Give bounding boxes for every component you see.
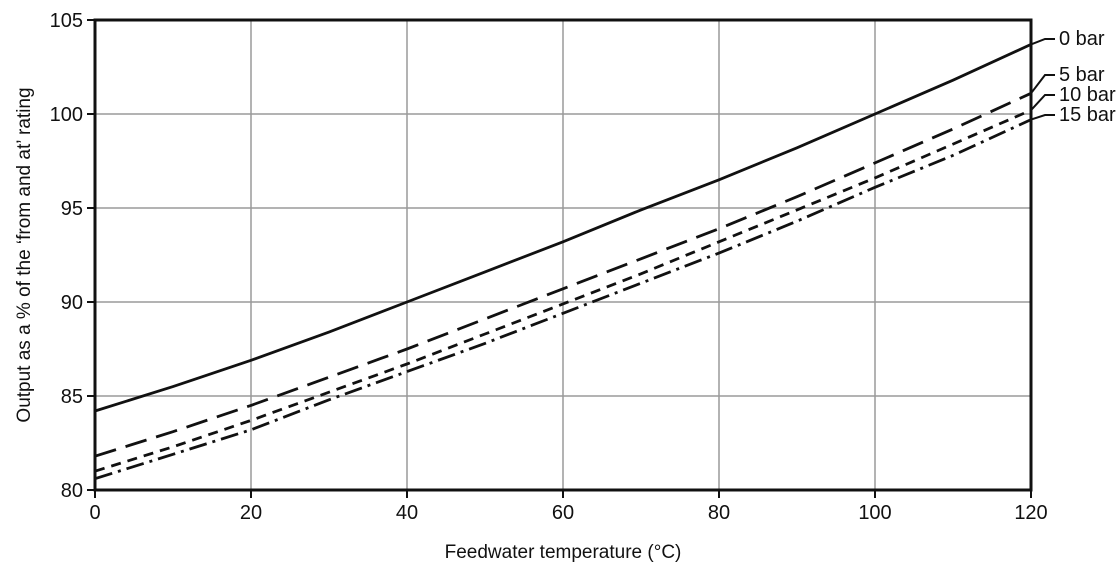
series-label: 10 bar	[1059, 84, 1116, 106]
series-label: 5 bar	[1059, 64, 1105, 86]
series-line-15-bar	[94, 118, 1032, 481]
series-label-leader	[1030, 74, 1055, 94]
series-label: 15 bar	[1059, 104, 1116, 126]
series-label-leader	[1030, 38, 1055, 46]
y-tick-label: 80	[61, 480, 83, 502]
y-axis-ticks: 80 85 90 95 100 105	[50, 10, 95, 502]
x-tick-label: 120	[1014, 502, 1047, 524]
series-line-10-bar	[94, 108, 1032, 473]
x-tick-label: 100	[858, 502, 891, 524]
x-tick-label: 0	[89, 502, 100, 524]
y-tick-label: 85	[61, 386, 83, 408]
x-tick-label: 80	[708, 502, 730, 524]
series-line-0-bar	[94, 43, 1032, 413]
x-tick-label: 40	[396, 502, 418, 524]
series-label: 0 bar	[1059, 28, 1105, 50]
series-line-5-bar	[94, 92, 1032, 458]
x-axis-title: Feedwater temperature (°C)	[445, 542, 682, 563]
x-axis-ticks: 0 20 40 60 80 100 120	[89, 490, 1048, 524]
y-tick-label: 105	[50, 10, 83, 32]
series-label-leader	[1030, 114, 1055, 121]
y-tick-label: 95	[61, 198, 83, 220]
x-tick-label: 60	[552, 502, 574, 524]
y-axis-title: Output as a % of the ‘from and at’ ratin…	[14, 87, 35, 422]
x-tick-label: 20	[240, 502, 262, 524]
series-label-leader	[1030, 94, 1055, 111]
y-tick-label: 100	[50, 104, 83, 126]
y-tick-label: 90	[61, 292, 83, 314]
series-lines	[94, 43, 1032, 481]
grid	[94, 19, 1032, 491]
